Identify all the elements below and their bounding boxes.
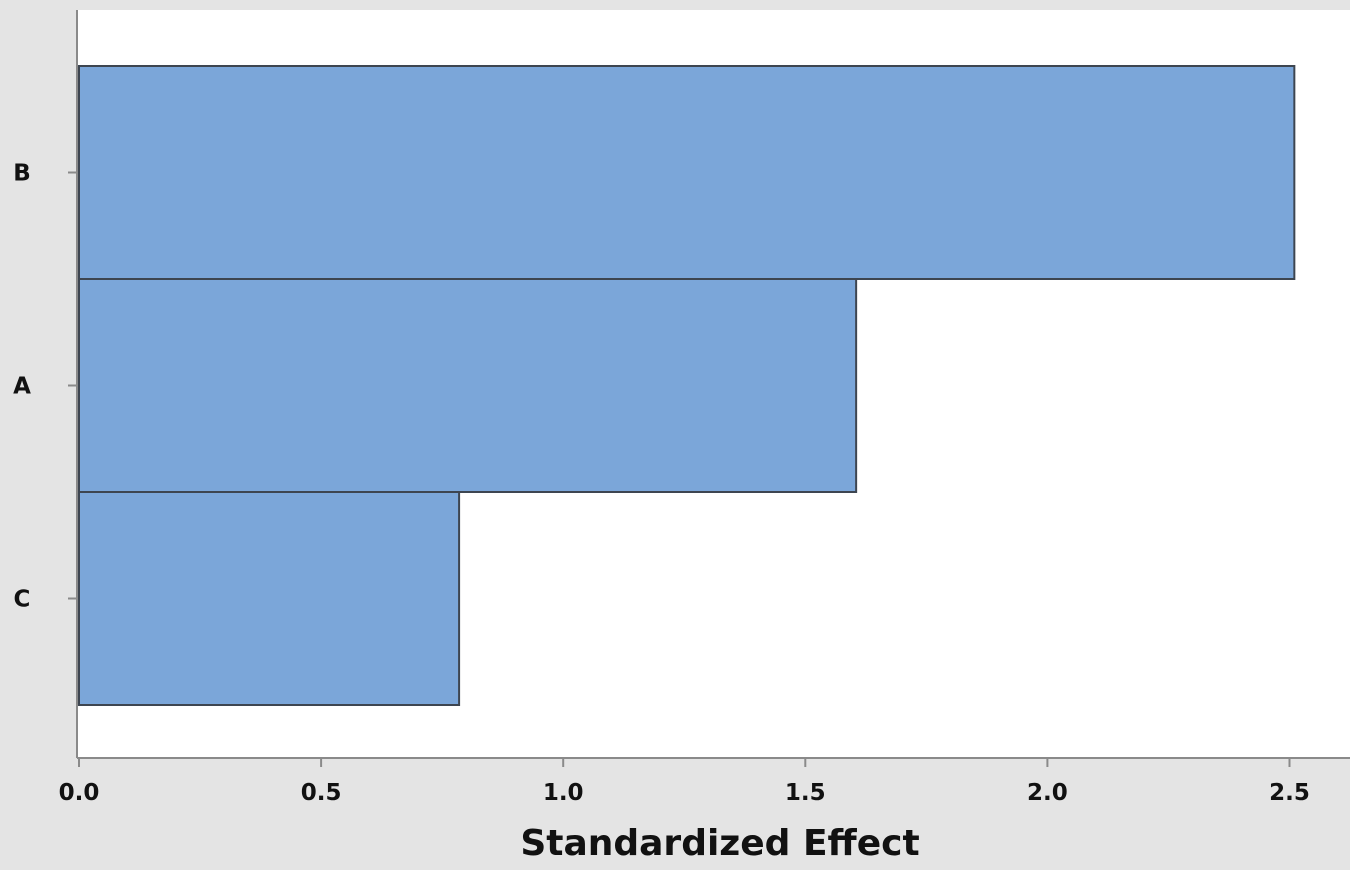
x-ticks-group: 0.0 0.5 1.0 1.5 2.0 2.5 — [59, 758, 1310, 806]
x-tick-label-1: 0.5 — [301, 780, 342, 806]
x-tick-label-0: 0.0 — [59, 780, 100, 806]
bar-a — [78, 278, 858, 493]
x-tick-label-3: 1.5 — [785, 780, 826, 806]
x-tick-label-5: 2.5 — [1269, 780, 1310, 806]
x-tick-label-4: 2.0 — [1027, 780, 1068, 806]
y-ticks-group: B A C — [13, 161, 77, 613]
bar-c — [78, 491, 461, 706]
x-tick-label-2: 1.0 — [543, 780, 584, 806]
y-tick-label-c: C — [14, 587, 31, 613]
y-tick-label-b: B — [13, 161, 31, 187]
bar-b — [78, 65, 1296, 280]
bars-group — [78, 65, 1296, 706]
x-axis-title: Standardized Effect — [520, 823, 919, 864]
y-tick-label-a: A — [13, 374, 31, 400]
